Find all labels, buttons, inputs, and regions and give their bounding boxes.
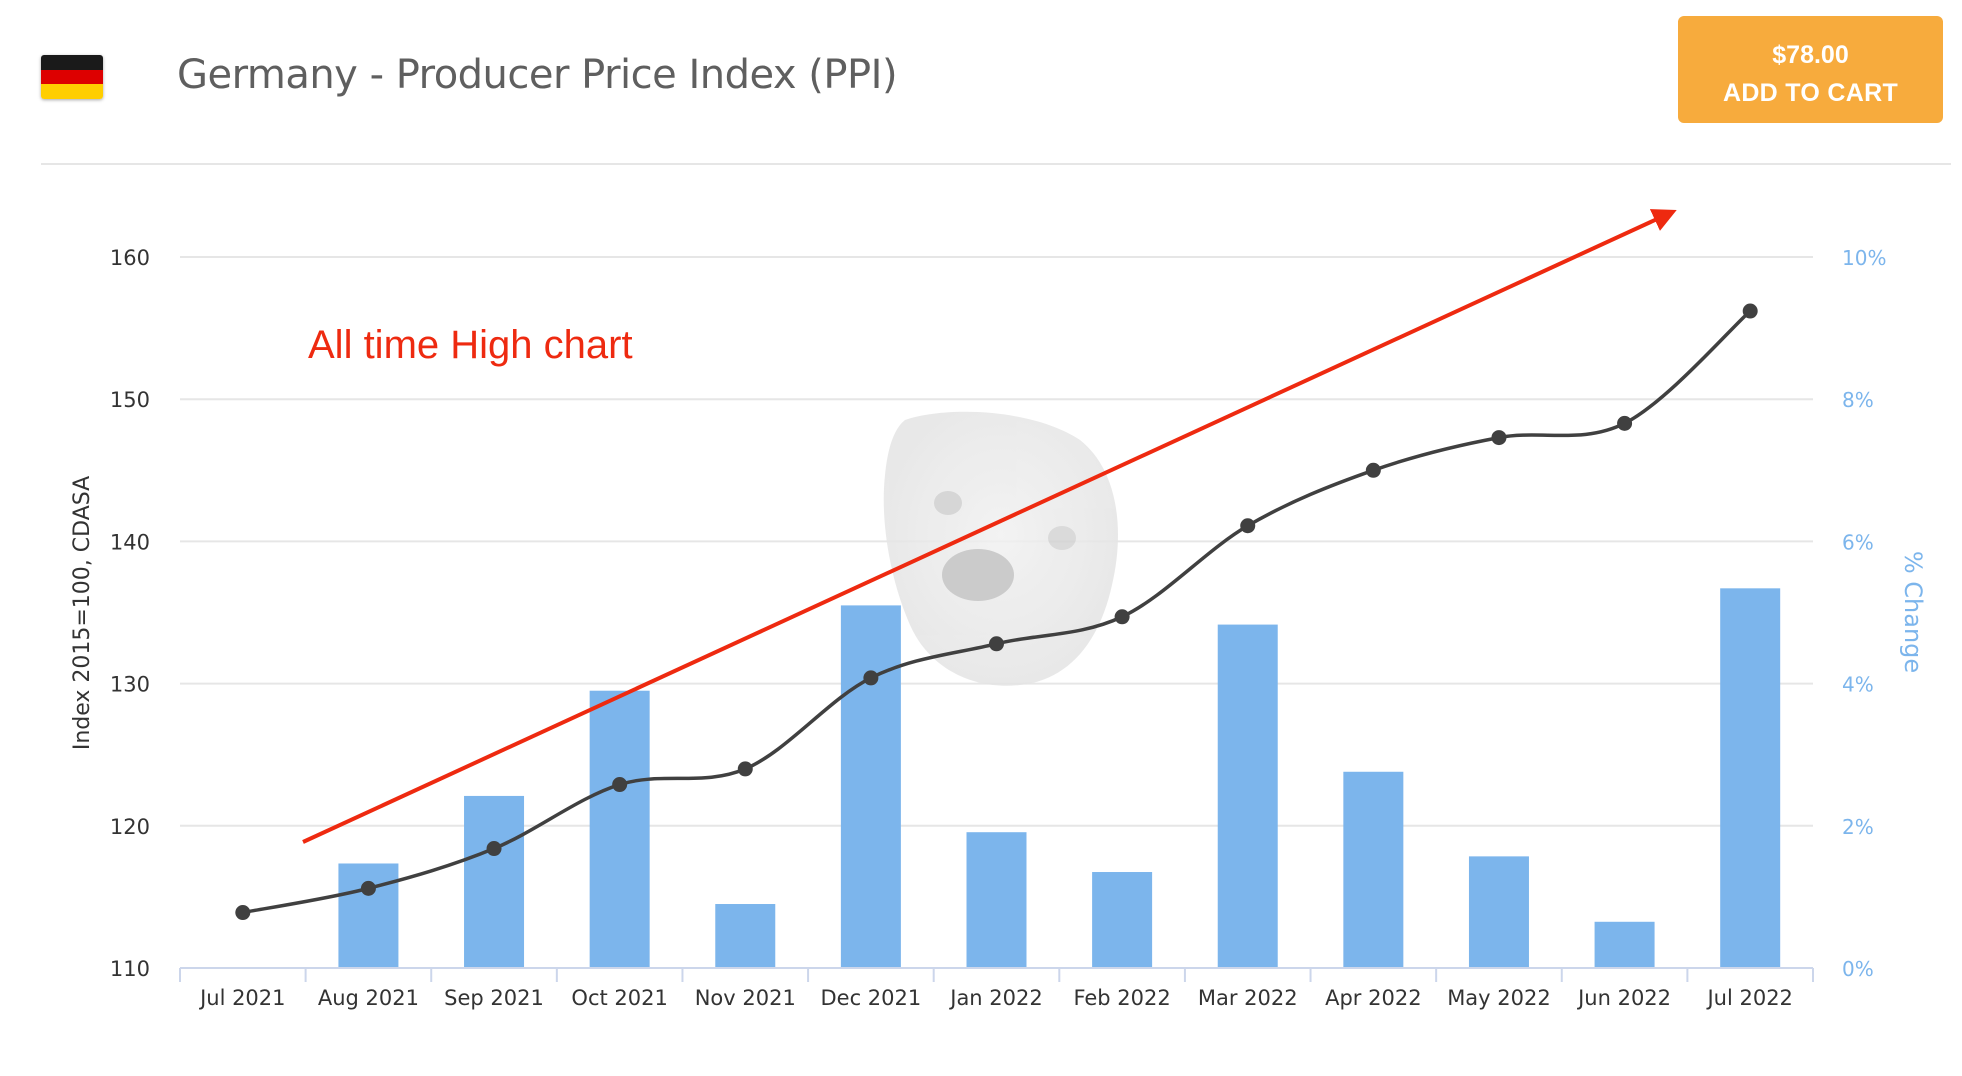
bar	[338, 863, 399, 968]
trend-arrow-icon	[302, 209, 1677, 844]
y-axis-title: Index 2015=100, CDASA	[70, 476, 95, 750]
bar	[840, 605, 901, 968]
bar	[464, 795, 525, 968]
x-tick-label: Jul 2022	[1705, 986, 1792, 1010]
line-point	[863, 670, 879, 686]
line-point	[1491, 430, 1507, 446]
line-points	[235, 303, 1758, 921]
y2-tick-label: 0%	[1842, 957, 1874, 981]
x-tick-label: May 2022	[1447, 986, 1551, 1010]
line-point	[989, 636, 1004, 652]
annotation-label: All time High chart	[308, 323, 633, 367]
x-tick-label: Apr 2022	[1325, 986, 1421, 1010]
y-tick-label: 150	[110, 388, 150, 412]
line-point	[737, 761, 753, 777]
bar	[1217, 624, 1278, 968]
line-point	[360, 880, 376, 896]
x-tick-label: Jun 2022	[1576, 986, 1671, 1010]
y2-tick-label: 8%	[1842, 388, 1874, 412]
bar	[1594, 921, 1655, 968]
y-axis-right: 0% 2% 4% 6% 8% 10%	[1842, 246, 1886, 981]
flag-stripe-black	[41, 55, 103, 70]
bars-layer	[338, 588, 1781, 968]
line-point	[486, 841, 502, 857]
x-axis: Jul 2021 Aug 2021 Sep 2021 Oct 2021 Nov 2021…	[179, 967, 1814, 1010]
y-tick-label: 120	[110, 815, 150, 839]
bar	[1468, 856, 1529, 968]
y2-tick-label: 4%	[1842, 673, 1874, 697]
y2-axis-title: % Change	[1899, 551, 1927, 673]
cart-price: $78.00	[1772, 41, 1849, 69]
y-axis-left: 110 120 130 140 150 160	[110, 246, 150, 981]
x-tick-label: Sep 2021	[444, 986, 544, 1010]
flag-stripe-gold	[41, 84, 103, 99]
x-tick-label: Feb 2022	[1073, 986, 1170, 1010]
x-tick-label: Aug 2021	[318, 986, 419, 1010]
flag-stripe-red	[41, 69, 103, 85]
x-tick-label: Jul 2021	[198, 986, 285, 1010]
header-divider	[41, 163, 1951, 165]
bar	[1720, 588, 1781, 968]
line-point	[235, 905, 251, 921]
x-tick-label: Jan 2022	[948, 986, 1043, 1010]
y-tick-label: 160	[110, 246, 150, 270]
bar	[966, 832, 1027, 968]
bar	[715, 904, 776, 968]
line-point	[612, 777, 628, 793]
dog-face-icon	[883, 411, 1119, 686]
x-tick-label: Dec 2021	[821, 986, 922, 1010]
bar	[589, 690, 650, 968]
y2-tick-label: 6%	[1842, 530, 1874, 554]
x-tick-label: Mar 2022	[1198, 986, 1298, 1010]
y2-tick-label: 2%	[1842, 815, 1874, 839]
bar	[1092, 872, 1153, 968]
y-tick-label: 130	[110, 673, 150, 697]
x-tick-label: Nov 2021	[695, 986, 796, 1010]
cart-label: ADD TO CART	[1722, 79, 1899, 107]
line-point	[1742, 303, 1758, 319]
x-tick-label: Oct 2021	[571, 986, 667, 1010]
line-point	[1617, 415, 1633, 431]
line-point	[1114, 609, 1130, 625]
germany-flag-icon	[41, 55, 103, 99]
y2-tick-label: 10%	[1842, 246, 1886, 270]
line-point	[1365, 462, 1381, 478]
y-tick-label: 110	[110, 957, 150, 981]
y-tick-label: 140	[110, 530, 150, 554]
add-to-cart-button[interactable]: $78.00 ADD TO CART	[1678, 16, 1943, 123]
bar	[1343, 771, 1404, 968]
page-title: Germany - Producer Price Index (PPI)	[177, 52, 898, 98]
line-point	[1240, 518, 1256, 534]
